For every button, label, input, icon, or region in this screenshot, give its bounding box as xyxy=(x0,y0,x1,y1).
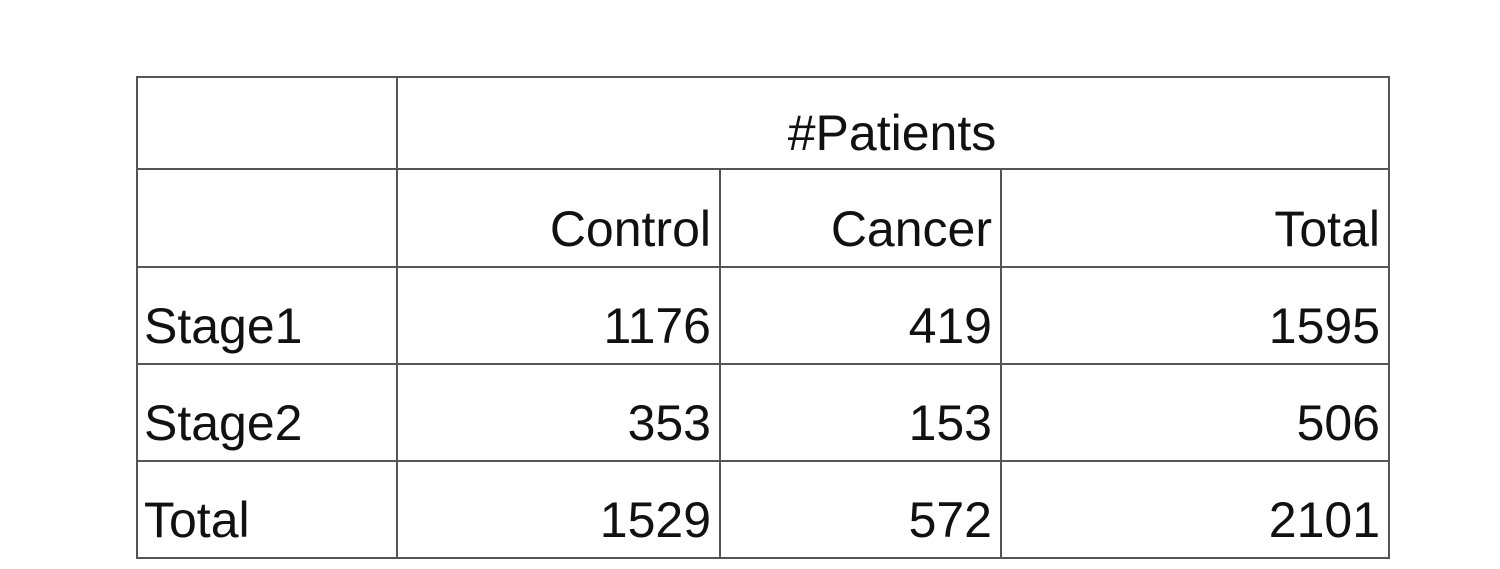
table-row: Stage2 353 153 506 xyxy=(136,363,1390,462)
cell-total-control: 1529 xyxy=(396,460,721,559)
patients-table: #Patients Control Cancer Total Stage1 11… xyxy=(136,76,1390,559)
table-row: Total 1529 572 2101 xyxy=(136,460,1390,559)
column-header-total: Total xyxy=(1000,168,1390,268)
table-row: Stage1 1176 419 1595 xyxy=(136,266,1390,365)
group-header-patients: #Patients xyxy=(396,76,1390,170)
column-header-row: Control Cancer Total xyxy=(136,168,1390,268)
corner-cell xyxy=(136,76,398,170)
column-header-control: Control xyxy=(396,168,721,268)
column-header-cancer: Cancer xyxy=(719,168,1002,268)
cell-stage1-control: 1176 xyxy=(396,266,721,365)
cell-total-cancer: 572 xyxy=(719,460,1002,559)
cell-total-total: 2101 xyxy=(1000,460,1390,559)
row-label-header-cell xyxy=(136,168,398,268)
cell-stage2-control: 353 xyxy=(396,363,721,462)
group-header-row: #Patients xyxy=(136,76,1390,170)
row-label-stage2: Stage2 xyxy=(136,363,398,462)
cell-stage1-cancer: 419 xyxy=(719,266,1002,365)
cell-stage1-total: 1595 xyxy=(1000,266,1390,365)
cell-stage2-cancer: 153 xyxy=(719,363,1002,462)
cell-stage2-total: 506 xyxy=(1000,363,1390,462)
row-label-stage1: Stage1 xyxy=(136,266,398,365)
row-label-total: Total xyxy=(136,460,398,559)
